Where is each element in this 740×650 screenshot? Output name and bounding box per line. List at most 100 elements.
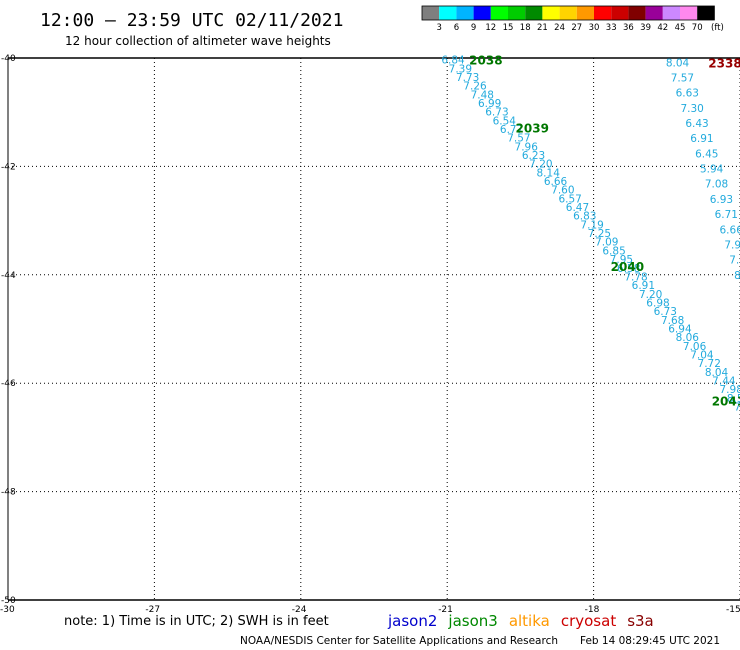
swh-point-label: 8.69 (734, 270, 740, 282)
footer-note: note: 1) Time is in UTC; 2) SWH is in fe… (64, 614, 329, 629)
legend-swatch (542, 6, 560, 20)
swh-point-label: 6.73 (485, 107, 508, 119)
swh-point-label: 6.85 (602, 245, 625, 257)
swh-point-label: 7.20 (529, 159, 552, 171)
swh-point-label: 6.71 (715, 209, 738, 221)
legend-label: 42 (657, 23, 668, 33)
legend-label: 70 (692, 23, 703, 33)
plot-area (7, 57, 740, 601)
swh-point-label: 6.66 (720, 224, 740, 236)
y-tick-label: -44 (1, 271, 16, 281)
satellite-label-s3a: s3a (627, 612, 654, 630)
x-tick-label: -18 (585, 605, 600, 615)
legend-swatch (576, 6, 594, 20)
legend-label: 33 (606, 23, 617, 33)
legend-swatch (645, 6, 663, 20)
swh-point-label: 7.00 (729, 255, 740, 267)
pass-time-label: 2038 (469, 54, 502, 68)
x-tick-label: -24 (292, 605, 307, 615)
y-tick-label: -46 (1, 379, 16, 389)
legend-swatch (490, 6, 508, 20)
satellite-label-jason2: jason2 (387, 612, 437, 630)
legend-swatch (611, 6, 629, 20)
y-tick-label: -48 (1, 488, 16, 498)
swh-point-label: 6.77 (500, 124, 523, 136)
legend-swatch (525, 6, 543, 20)
satellite-label-jason3: jason3 (447, 612, 497, 630)
legend-swatch (439, 6, 457, 20)
swh-point-label: 6.57 (558, 193, 581, 205)
satellite-label-cryosat: cryosat (561, 612, 616, 630)
legend-unit: (ft) (711, 23, 724, 33)
swh-point-label: 8.04 (705, 367, 729, 379)
swh-point-label: 5.94 (700, 164, 724, 176)
satellite-label-altika: altika (509, 612, 550, 630)
legend-label: 3 (436, 23, 441, 33)
swh-point-label: 6.94 (668, 323, 692, 335)
swh-point-label: 6.47 (566, 202, 589, 214)
legend-frame (421, 5, 715, 21)
swh-point-label: 7.60 (551, 185, 574, 197)
legend-label: 6 (454, 23, 459, 33)
legend-swatch (680, 6, 698, 20)
chart-title: 12:00 – 23:59 UTC 02/11/2021 (40, 10, 343, 31)
swh-point-label: 6.43 (685, 118, 708, 130)
pass-time-label: 2338 (708, 56, 740, 70)
swh-point-label: 6.83 (573, 211, 596, 223)
swh-point-label: 7.39 (449, 63, 472, 75)
swh-point-label: 6.54 (493, 115, 517, 127)
data-points: 6.847.397.737.267.486.996.736.546.777.57… (441, 55, 740, 414)
legend-swatch (422, 6, 440, 20)
swh-point-label: 7.68 (661, 315, 684, 327)
swh-point-label: 6.91 (690, 133, 713, 145)
x-tick-label: -30 (0, 605, 15, 615)
y-tick-label: -50 (1, 596, 16, 606)
swh-point-label: 7.98 (720, 384, 740, 396)
chart-subtitle: 12 hour collection of altimeter wave hei… (65, 34, 331, 48)
swh-point-label: 8.06 (676, 332, 700, 344)
swh-point-label: 7.57 (671, 73, 694, 85)
swh-point-label: 6.58 (617, 263, 640, 275)
swh-point-label: 7.73 (456, 72, 479, 84)
swh-point-label: 8.14 (537, 167, 561, 179)
legend-label: 15 (503, 23, 514, 33)
grid-lines (8, 58, 740, 600)
swh-point-label: 7.09 (595, 237, 618, 249)
footer-timestamp: Feb 14 08:29:45 UTC 2021 (580, 635, 720, 647)
swh-point-label: 7.25 (588, 228, 611, 240)
swh-point-label: 6.73 (654, 306, 677, 318)
y-tick-label: -42 (1, 162, 16, 172)
swh-point-label: 8.53 (727, 393, 740, 405)
swh-point-label: 7.06 (683, 341, 707, 353)
swh-point-label: 6.63 (676, 88, 699, 100)
legend-swatch (594, 6, 612, 20)
legend-label: 9 (471, 23, 476, 33)
legend-label: 21 (537, 23, 548, 33)
swh-point-label: 7.48 (471, 89, 494, 101)
swh-point-label: 7.78 (624, 271, 647, 283)
swh-point-label: 7.96 (515, 141, 539, 153)
swh-point-label: 7.92 (724, 239, 740, 251)
swh-point-label: 8.04 (666, 57, 690, 69)
swh-point-label: 7.04 (690, 349, 714, 361)
legend-swatch (456, 6, 474, 20)
swh-point-label: 6.23 (522, 150, 545, 162)
legend-swatch (628, 6, 646, 20)
legend-label: 30 (589, 23, 600, 33)
x-tick-label: -15 (726, 605, 740, 615)
swh-point-label: 6.98 (646, 297, 669, 309)
pass-time-label: 2041 (712, 395, 740, 409)
swh-point-label: 6.45 (695, 148, 718, 160)
swh-point-label: 7.95 (610, 254, 633, 266)
legend-label: 27 (571, 23, 582, 33)
swh-point-label: 6.93 (710, 194, 733, 206)
swh-point-label: 7.20 (639, 289, 662, 301)
swh-point-label: 7.30 (680, 103, 703, 115)
legend-label: 36 (623, 23, 634, 33)
swh-point-label: 7.19 (580, 219, 603, 231)
pass-time-labels: 203820392040204123382337 (469, 54, 740, 409)
legend-swatch (662, 6, 680, 20)
legend-swatch (508, 6, 526, 20)
swh-point-label: 7.40 (734, 402, 740, 414)
swh-point-label: 6.84 (441, 55, 465, 67)
